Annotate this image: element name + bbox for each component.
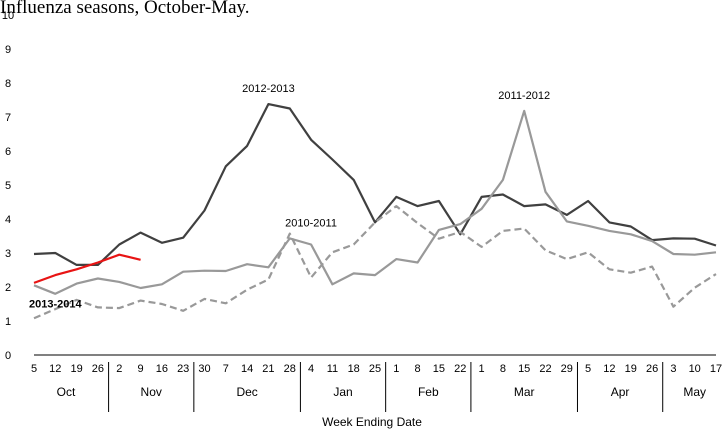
x-tick-label: 8 xyxy=(415,363,421,375)
series-line-2012-2013 xyxy=(33,102,717,266)
x-tick-label: 1 xyxy=(393,363,399,375)
x-tick-label: 15 xyxy=(433,363,445,375)
series-label: 2012-2013 xyxy=(242,83,295,95)
x-tick-label: 29 xyxy=(561,363,573,375)
x-tick-label: 8 xyxy=(500,363,506,375)
x-tick-label: 26 xyxy=(92,363,104,375)
x-tick-label: 23 xyxy=(177,363,189,375)
x-tick-label: 9 xyxy=(138,363,144,375)
y-axis: 0 1 2 3 4 5 6 7 8 9 10 xyxy=(2,10,14,362)
x-tick-label: 16 xyxy=(156,363,168,375)
chart-title: Influenza seasons, October-May. xyxy=(0,0,250,18)
x-tick-label: 5 xyxy=(585,363,591,375)
annotations-group: 2012-2013 2011-2012 2010-2011 2013-2014 xyxy=(29,83,550,310)
x-tick-label: 12 xyxy=(603,363,615,375)
y-tick-label: 8 xyxy=(5,78,11,90)
x-tick-label: 22 xyxy=(454,363,466,375)
series-line-2010-2011 xyxy=(33,205,717,320)
y-tick-label: 10 xyxy=(2,10,14,22)
x-tick-label: 17 xyxy=(710,363,722,375)
x-tick-label: 7 xyxy=(223,363,229,375)
x-tick-label: 3 xyxy=(670,363,676,375)
month-label: Jan xyxy=(333,385,352,399)
x-tick-label: 30 xyxy=(198,363,210,375)
x-tick-label: 5 xyxy=(31,363,37,375)
y-tick-label: 5 xyxy=(5,180,11,192)
y-tick-label: 3 xyxy=(5,248,11,260)
y-tick-label: 6 xyxy=(5,146,11,158)
x-tick-label: 21 xyxy=(262,363,274,375)
y-tick-label: 7 xyxy=(5,112,11,124)
month-label: May xyxy=(683,385,706,399)
y-tick-label: 2 xyxy=(5,282,11,294)
series-label: 2010-2011 xyxy=(285,217,337,229)
x-tick-label: 25 xyxy=(369,363,381,375)
x-axis: 5 12 19 26 2 9 16 23 30 7 14 21 28 4 11 18 25 1 8 15 22 1 8 15 2… xyxy=(31,354,722,412)
x-tick-label: 26 xyxy=(646,363,658,375)
month-label: Mar xyxy=(514,385,535,399)
series-line-2013-2014 xyxy=(33,253,141,284)
series-group xyxy=(33,102,717,320)
x-tick-label: 11 xyxy=(327,363,338,375)
x-tick-label: 18 xyxy=(348,363,360,375)
x-tick-label: 2 xyxy=(116,363,122,375)
x-tick-label: 14 xyxy=(241,363,253,375)
series-label: 2013-2014 xyxy=(29,298,82,310)
x-tick-label: 22 xyxy=(539,363,551,375)
y-tick-label: 4 xyxy=(5,214,11,226)
x-tick-label: 4 xyxy=(308,363,314,375)
x-tick-label: 19 xyxy=(70,363,82,375)
x-tick-label: 28 xyxy=(284,363,296,375)
x-tick-label: 12 xyxy=(49,363,61,375)
month-label: Oct xyxy=(57,385,76,399)
month-label: Apr xyxy=(611,385,630,399)
month-label: Feb xyxy=(418,385,439,399)
month-label: Dec xyxy=(236,385,257,399)
series-line-2011-2012 xyxy=(33,109,717,295)
y-tick-label: 0 xyxy=(5,350,11,362)
x-tick-label: 15 xyxy=(518,363,530,375)
x-tick-label: 19 xyxy=(625,363,637,375)
x-tick-label: 10 xyxy=(689,363,701,375)
y-tick-label: 9 xyxy=(5,44,11,56)
x-tick-label: 1 xyxy=(479,363,485,375)
x-axis-label: Week Ending Date xyxy=(322,415,422,429)
y-tick-label: 1 xyxy=(5,316,11,328)
month-label: Nov xyxy=(141,385,162,399)
series-label: 2011-2012 xyxy=(498,90,550,102)
